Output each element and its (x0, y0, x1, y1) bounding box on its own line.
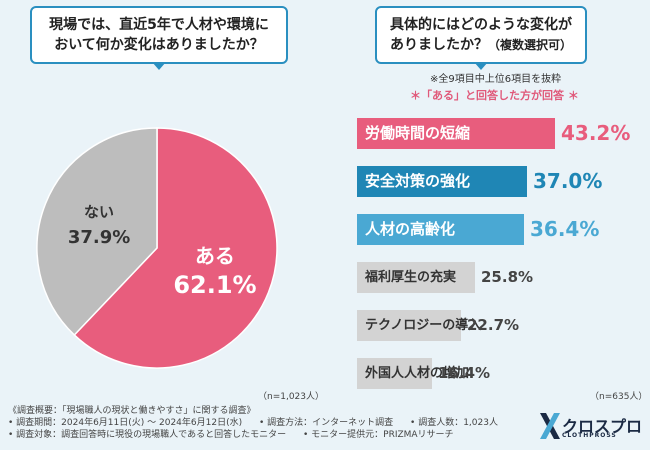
footer-provider: • モニター提供元：PRIZMAリサーチ (302, 430, 454, 440)
bar-value-4: 25.8% (481, 268, 534, 286)
pie-label-yes: ある (195, 244, 235, 268)
left-sample-size: （n=1,023人） (258, 392, 325, 402)
bar-label-2: 安全対策の強化 (365, 172, 471, 190)
left-question-line1: 現場では、直近5年で人材や環境に (49, 17, 269, 33)
bar-label-4: 福利厚生の充実 (365, 270, 457, 285)
brand-logo: クロスプロ CLOTHPROSS (540, 413, 642, 443)
bar-value-2: 37.0% (533, 169, 603, 193)
bar-label-3: 人材の高齢化 (365, 220, 456, 238)
note-top-items: ※全9項目中上位6項目を抜粋 (430, 74, 562, 85)
bar-value-5: 22.7% (467, 316, 520, 334)
pie-slice-no (36, 127, 158, 337)
bar-6: 外国人人材の増加 (357, 358, 469, 389)
bar-4: 福利厚生の充実 (357, 262, 475, 293)
left-question-line2: おいて何か変化はありましたか？ (54, 37, 264, 53)
bar-label-6: 外国人人材の増加 (365, 366, 470, 381)
left-question-box: 現場では、直近5年で人材や環境に おいて何か変化はありましたか？ (30, 6, 288, 70)
note-answer-condition: ＊「ある」と回答した方が回答 ＊ (410, 89, 579, 102)
cross-logo-icon (540, 413, 560, 439)
pie-slice-yes (73, 127, 278, 369)
pie-value-no: 37.9% (68, 227, 130, 248)
footer-count: • 調査人数：1,023人 (410, 418, 498, 428)
footer-line1: 《調査概要：「現場職人の現状と働きやすさ」に関する調査》 (8, 406, 256, 416)
footer-method: • 調査方法：インターネット調査 (258, 418, 394, 428)
pie-label-no: ない (84, 203, 114, 221)
survey-footer: 《調査概要：「現場職人の現状と働きやすさ」に関する調査》 • 調査期間：2024… (8, 405, 498, 441)
right-question-note: （複数選択可） (487, 38, 572, 52)
right-question-box: 具体的にはどのような変化が ありましたか？（複数選択可） (375, 6, 587, 70)
brand-name: クロスプロ (562, 417, 643, 436)
pie-value-yes: 62.1% (173, 271, 256, 299)
footer-target: • 調査対象：調査回答時に現役の現場職人であると回答したモニター (8, 430, 287, 440)
bar-3: 人材の高齢化 (357, 214, 524, 245)
bar-value-6: 16.4% (438, 364, 491, 382)
bar-value-1: 43.2% (561, 121, 631, 145)
bar-label-1: 労働時間の短縮 (365, 124, 471, 142)
bar-value-3: 36.4% (530, 217, 600, 241)
bar-label-5: テクノロジーの導入 (365, 318, 482, 333)
bar-1: 労働時間の短縮 (357, 118, 555, 149)
footer-period: • 調査期間：2024年6月11日(火) ～ 2024年6月12日(水) (8, 418, 243, 428)
brand-sub: CLOTHPROSS (562, 432, 617, 439)
right-question-line1: 具体的にはどのような変化が (390, 17, 572, 33)
bar-2: 安全対策の強化 (357, 166, 527, 197)
right-sample-size: （n=635人） (590, 392, 648, 402)
bar-5: テクノロジーの導入 (357, 310, 481, 341)
right-question-line2: ありましたか？ (389, 37, 488, 53)
